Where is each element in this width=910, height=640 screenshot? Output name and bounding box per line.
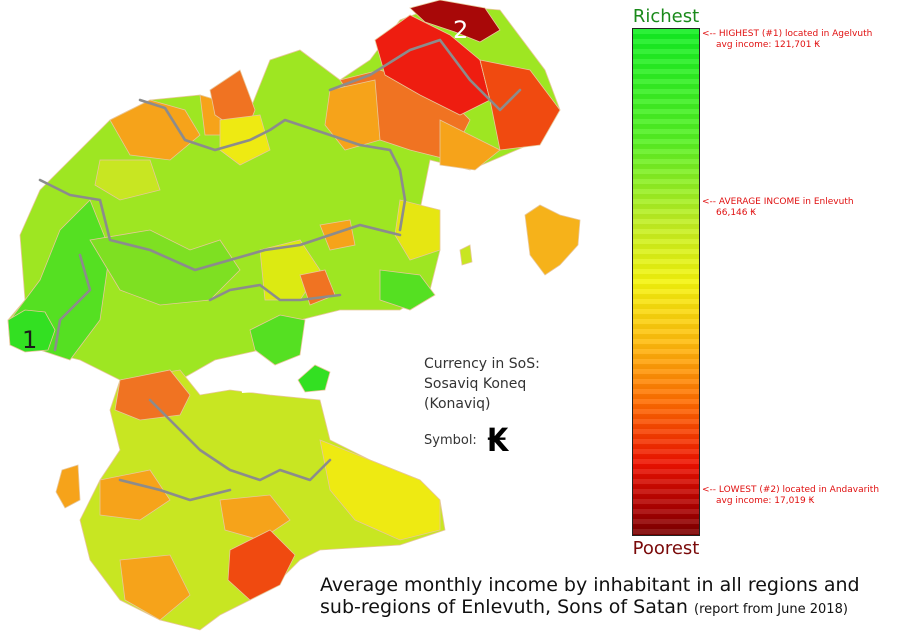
region-east-yellow (394, 199, 441, 261)
symbol-label: Symbol: (424, 432, 477, 448)
kip-symbol-icon: ₭ (486, 421, 510, 459)
region-isle-green-1 (249, 314, 306, 366)
annotation-highest: <-- HIGHEST (#1) located in Agelvuth avg… (702, 29, 872, 51)
annotation-lowest-line1: <-- LOWEST (#2) located in Andavarith (702, 485, 880, 495)
region-east-island (524, 204, 581, 276)
region-border-central (53, 253, 342, 352)
caption-line1: Average monthly income by inhabitant in … (320, 574, 860, 596)
region-border-south (118, 398, 332, 502)
region-northeast-orange-3 (439, 119, 501, 171)
inland-water-2 (240, 378, 256, 393)
annotation-lowest: <-- LOWEST (#2) located in Andavarith av… (702, 485, 879, 507)
region-southwest-islet (55, 464, 81, 509)
marker-highest: 1 (22, 326, 37, 354)
annotation-highest-line1: <-- HIGHEST (#1) located in Agelvuth (702, 29, 873, 39)
marker-lowest: 2 (453, 16, 468, 44)
region-border-west (38, 178, 402, 272)
region-north-lime (94, 159, 161, 201)
annotation-average: <-- AVERAGE INCOME in Enlevuth 66,146 ₭ (702, 197, 854, 219)
legend-poorest-label: Poorest (632, 538, 700, 559)
region-east-islet (459, 244, 473, 266)
region-center-yellow (219, 114, 271, 166)
region-border-north (138, 98, 407, 232)
currency-line2: Sosaviq Koneq (424, 376, 527, 392)
legend-richest-label: Richest (632, 6, 700, 27)
region-north-orange-1 (109, 99, 201, 161)
region-mid-orange-2 (319, 219, 356, 251)
income-gradient-scale (632, 28, 700, 536)
region-south-orange-west (114, 369, 191, 421)
currency-symbol-row: Symbol: ₭ (424, 424, 509, 456)
currency-line3: (Konaviq) (424, 396, 491, 412)
region-isle-green-2 (297, 364, 331, 393)
region-south-yellow (319, 439, 441, 541)
currency-info: Currency in SoS: Sosaviq Koneq (Konaviq) (424, 354, 540, 414)
region-east-green (379, 269, 436, 311)
annotation-average-line2: 66,146 ₭ (716, 208, 757, 218)
caption-line2: sub-regions of Enlevuth, Sons of Satan (320, 596, 688, 618)
annotation-average-line1: <-- AVERAGE INCOME in Enlevuth (702, 197, 854, 207)
region-south-orange-2 (219, 494, 291, 541)
region-south-orange-1 (99, 469, 171, 521)
region-center-green (89, 229, 241, 306)
annotation-lowest-line2: avg income: 17,019 ₭ (716, 496, 815, 506)
inland-water (205, 365, 230, 392)
region-lowest (409, 0, 501, 43)
region-south-orange-3 (119, 554, 191, 621)
region-highest (7, 309, 56, 353)
currency-line1: Currency in SoS: (424, 356, 540, 372)
map-caption: Average monthly income by inhabitant in … (320, 574, 900, 621)
caption-note: (report from June 2018) (694, 602, 848, 617)
region-border-northeast (328, 38, 522, 112)
annotation-highest-line2: avg income: 121,701 ₭ (716, 40, 821, 50)
region-south-red (227, 529, 296, 601)
